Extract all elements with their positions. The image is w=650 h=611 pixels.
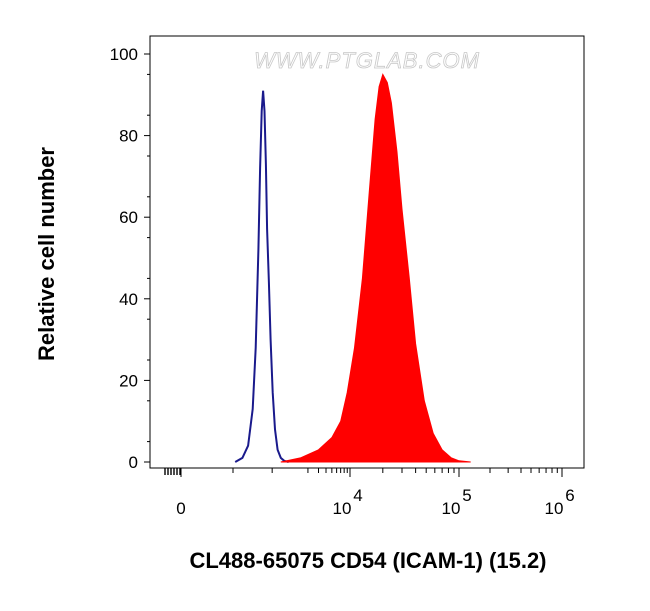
x-tick-label: 10 bbox=[442, 499, 461, 518]
series-1-area bbox=[280, 73, 471, 463]
series-layer bbox=[234, 73, 471, 463]
y-tick-label: 60 bbox=[119, 208, 138, 227]
x-tick-label: 10 bbox=[545, 499, 564, 518]
y-axis: 0 20 40 60 80 100 bbox=[110, 45, 150, 472]
y-axis-title: Relative cell number bbox=[34, 147, 59, 361]
series-0-line bbox=[234, 90, 289, 463]
y-tick-label: 0 bbox=[129, 453, 138, 472]
y-tick-label: 100 bbox=[110, 45, 138, 64]
watermark: WWW.PTGLAB.COM bbox=[254, 48, 480, 73]
y-tick-label: 20 bbox=[119, 371, 138, 390]
x-tick-exponent: 5 bbox=[462, 486, 471, 505]
x-tick-label: 0 bbox=[176, 499, 185, 518]
y-tick-label: 40 bbox=[119, 290, 138, 309]
x-tick-label: 10 bbox=[333, 499, 352, 518]
y-tick-label: 80 bbox=[119, 127, 138, 146]
x-tick-exponent: 4 bbox=[353, 486, 362, 505]
x-tick-exponent: 6 bbox=[565, 486, 574, 505]
x-axis-title: CL488-65075 CD54 (ICAM-1) (15.2) bbox=[189, 548, 546, 573]
